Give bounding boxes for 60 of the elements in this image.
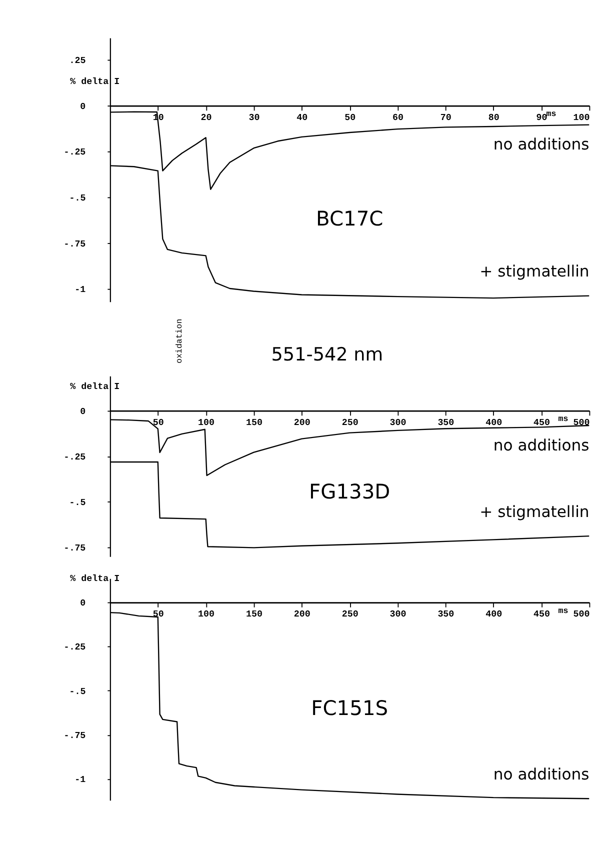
y-axis-title: % delta I: [70, 76, 120, 88]
x-tick-label: 80: [488, 112, 500, 123]
x-tick-label: 100: [573, 112, 590, 123]
x-tick-label: 50: [152, 416, 164, 428]
annotation: BC17C: [316, 206, 384, 231]
y-tick-label: 0: [80, 100, 86, 112]
x-axis-title: ms: [558, 415, 568, 424]
x-tick-label: 500: [573, 416, 590, 428]
y-tick-label: -.25: [64, 146, 86, 158]
y-tick-label: -.25: [64, 642, 86, 653]
x-tick-label: 200: [294, 416, 310, 428]
x-tick-label: 300: [390, 608, 406, 620]
x-tick-label: 50: [152, 608, 164, 620]
x-tick-label: 350: [438, 416, 454, 428]
x-axis-title: ms: [558, 606, 568, 616]
x-tick-label: 350: [438, 608, 454, 620]
x-tick-label: 200: [294, 608, 310, 620]
x-tick-label: 400: [486, 608, 502, 620]
y-tick-label: 0: [80, 598, 86, 609]
text: 551-542 nm: [271, 344, 384, 366]
y-tick-label: -.5: [69, 686, 86, 697]
y-tick-label: 0: [80, 406, 86, 417]
y-tick-label: -.75: [64, 238, 86, 250]
series-label: + stigmatellin: [480, 502, 590, 521]
x-tick-label: 30: [248, 112, 260, 123]
x-tick-label: 400: [486, 416, 502, 428]
series-label: + stigmatellin: [480, 262, 590, 281]
x-axis-title: ms: [546, 110, 556, 120]
y-tick-label: -.75: [64, 730, 86, 742]
x-tick-label: 60: [392, 112, 404, 123]
x-tick-label: 40: [296, 112, 308, 123]
annotation: FC151S: [311, 696, 388, 720]
y-tick-label: -.75: [64, 542, 86, 554]
series-label: no additions: [493, 765, 590, 784]
x-tick-label: 250: [342, 416, 358, 428]
y-tick-label: -.5: [69, 496, 86, 508]
x-tick-label: 300: [390, 416, 406, 428]
y-tick-label: -1: [74, 284, 86, 296]
x-tick-label: 150: [246, 416, 262, 428]
y-axis-title: % delta I: [70, 381, 120, 392]
y-axis-title: % delta I: [70, 572, 120, 584]
x-tick-label: 150: [246, 608, 262, 620]
series-label: no additions: [493, 436, 590, 454]
x-tick-label: 50: [344, 112, 356, 123]
x-tick-label: 100: [198, 416, 215, 428]
y-tick-label: -.25: [64, 451, 86, 462]
text: oxidation: [175, 318, 184, 364]
x-tick-label: 500: [573, 608, 590, 620]
x-tick-label: 20: [200, 112, 212, 123]
y-tick-label: -1: [74, 774, 86, 786]
x-tick-label: 250: [342, 608, 358, 620]
annotation: FG133D: [309, 480, 390, 504]
series-label: no additions: [493, 136, 590, 154]
x-tick-label: 70: [440, 112, 452, 123]
x-tick-label: 450: [534, 416, 550, 428]
x-tick-label: 90: [536, 112, 548, 123]
x-tick-label: 450: [534, 608, 550, 620]
y-tick-label: .25: [69, 54, 86, 66]
y-tick-label: -.5: [69, 192, 86, 204]
x-tick-label: 100: [198, 608, 215, 620]
